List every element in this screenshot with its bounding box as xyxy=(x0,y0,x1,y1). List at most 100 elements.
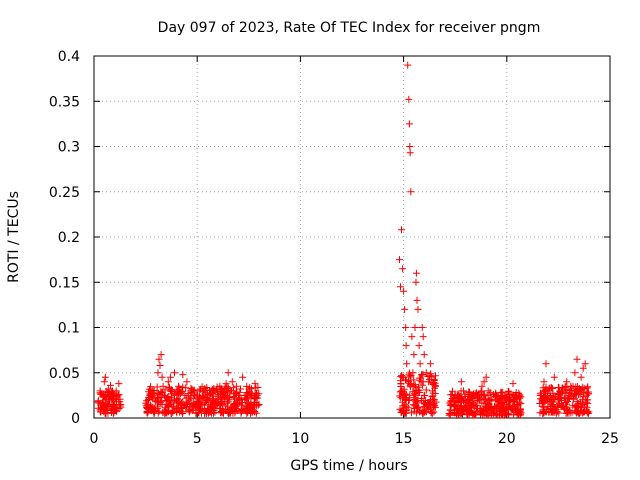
y-axis-label: ROTI / TECUs xyxy=(6,191,22,283)
data-point xyxy=(490,405,498,413)
data-point xyxy=(498,399,506,407)
data-point xyxy=(484,402,492,410)
data-point xyxy=(187,387,195,395)
data-point xyxy=(116,398,124,406)
data-point xyxy=(482,395,490,403)
data-point xyxy=(179,371,187,379)
data-point xyxy=(420,351,428,359)
data-point xyxy=(402,406,410,414)
data-point xyxy=(466,407,474,415)
y-tick-label: 0.1 xyxy=(58,321,80,337)
data-point xyxy=(466,395,474,403)
data-point xyxy=(239,373,247,381)
data-point xyxy=(478,382,486,390)
data-point xyxy=(159,382,167,390)
data-point xyxy=(249,403,257,411)
data-point xyxy=(550,393,558,401)
data-point xyxy=(405,95,413,103)
data-point xyxy=(419,333,427,341)
data-point xyxy=(411,402,419,410)
data-point xyxy=(448,409,456,417)
data-point xyxy=(584,383,592,391)
data-point xyxy=(451,391,459,399)
data-point xyxy=(229,384,237,392)
data-point xyxy=(406,391,414,399)
data-point xyxy=(232,382,240,390)
data-point xyxy=(489,391,497,398)
data-point xyxy=(583,407,591,415)
data-point xyxy=(431,396,439,404)
data-point xyxy=(210,387,218,395)
chart-title: Day 097 of 2023, Rate Of TEC Index for r… xyxy=(158,20,541,36)
data-point xyxy=(169,408,177,416)
data-point xyxy=(513,403,521,411)
data-point xyxy=(185,408,193,416)
data-point xyxy=(453,405,461,413)
data-point xyxy=(495,398,502,406)
data-point xyxy=(252,384,260,392)
data-point xyxy=(245,400,253,408)
data-point xyxy=(486,396,494,404)
data-point xyxy=(410,407,418,415)
data-point xyxy=(509,380,517,388)
data-point xyxy=(417,378,425,386)
data-point xyxy=(247,394,255,402)
data-point xyxy=(99,391,107,398)
data-point xyxy=(570,395,577,403)
data-point xyxy=(178,387,186,395)
data-point xyxy=(209,390,217,398)
data-point xyxy=(565,391,573,399)
data-point xyxy=(168,387,176,395)
data-point xyxy=(577,373,585,381)
data-point xyxy=(160,391,168,399)
data-point xyxy=(543,408,551,416)
data-point xyxy=(204,396,211,404)
data-point xyxy=(408,333,416,341)
data-point xyxy=(216,382,224,390)
data-point xyxy=(183,378,191,386)
data-point xyxy=(153,383,161,391)
data-point xyxy=(111,400,119,408)
data-point xyxy=(231,409,239,417)
data-point xyxy=(426,360,434,368)
data-point xyxy=(231,400,239,408)
data-point xyxy=(175,391,183,399)
data-point xyxy=(255,390,263,398)
data-point xyxy=(577,390,585,398)
data-point xyxy=(457,402,465,410)
data-point xyxy=(206,391,214,398)
y-tick-labels: 0 0.05 0.1 0.15 0.2 0.25 0.3 0.35 0.4 xyxy=(49,49,80,427)
data-point xyxy=(217,409,225,417)
data-point xyxy=(419,381,427,389)
data-point xyxy=(237,385,244,393)
data-point xyxy=(202,389,209,397)
data-point xyxy=(117,403,125,411)
data-point xyxy=(483,407,491,415)
data-point xyxy=(476,407,484,415)
data-point xyxy=(449,387,456,395)
data-point xyxy=(498,411,506,419)
data-point xyxy=(228,378,236,386)
data-point xyxy=(460,404,468,412)
data-point xyxy=(108,405,115,413)
data-point xyxy=(224,394,232,402)
data-point xyxy=(555,384,563,392)
data-point xyxy=(549,408,557,416)
data-point xyxy=(175,382,183,390)
data-point xyxy=(97,403,105,411)
data-point xyxy=(466,389,474,397)
data-point xyxy=(253,391,261,399)
data-point xyxy=(401,305,409,313)
data-point xyxy=(460,397,468,405)
data-point xyxy=(155,398,163,406)
data-point xyxy=(113,392,121,400)
data-point xyxy=(502,405,510,413)
data-point xyxy=(418,397,425,404)
data-point xyxy=(472,411,479,419)
data-point xyxy=(199,394,207,402)
data-point xyxy=(188,406,196,414)
data-point xyxy=(547,392,555,400)
data-point xyxy=(195,387,203,395)
data-point xyxy=(409,369,417,377)
data-point xyxy=(115,405,123,412)
